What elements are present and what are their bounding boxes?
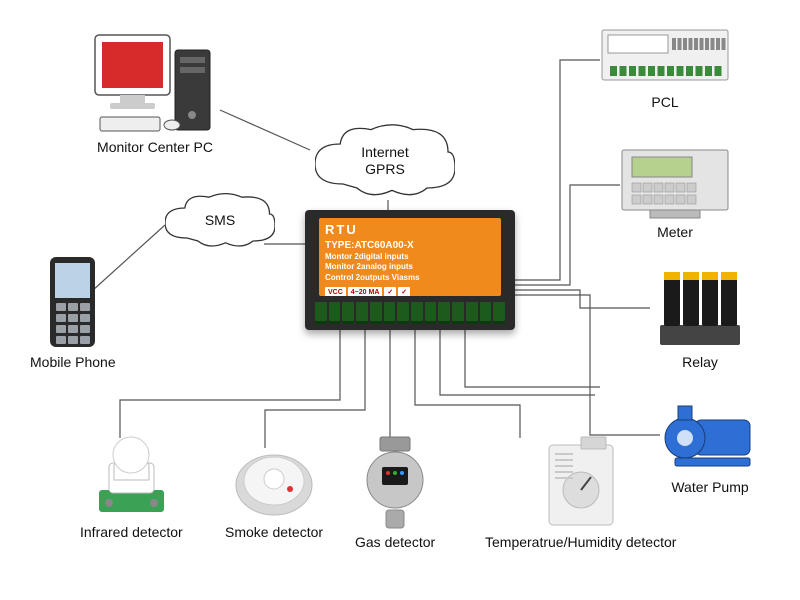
- meter-icon: [620, 145, 730, 220]
- relay-icon: [650, 270, 750, 350]
- label-meter: Meter: [657, 224, 693, 240]
- device-infrared-detector: Infrared detector: [80, 435, 183, 540]
- plc-icon: [600, 20, 730, 90]
- rtu-title: RTU: [325, 222, 495, 239]
- label-temp: Temperatrue/Humidity detector: [485, 534, 676, 550]
- rtu-device: RTU TYPE:ATC60A00-X Montor 2digital inpu…: [305, 210, 515, 330]
- label-phone: Mobile Phone: [30, 354, 116, 370]
- label-relay: Relay: [682, 354, 718, 370]
- rtu-legend: VCC 4~20 MA ✓ ✓: [325, 287, 495, 296]
- rtu-ports: [315, 302, 505, 324]
- label-pc: Monitor Center PC: [97, 139, 213, 155]
- device-mobile-phone: Mobile Phone: [30, 255, 116, 370]
- rtu-type-line: TYPE:ATC60A00-X: [325, 239, 495, 252]
- rtu-line-2: Monitor 2analog inputs: [325, 262, 495, 272]
- rtu-legend-ma: 4~20 MA: [348, 287, 383, 296]
- device-temp-humidity-detector: Temperatrue/Humidity detector: [485, 435, 676, 550]
- mobile-phone-icon: [45, 255, 100, 350]
- rtu-line-3: Control 2outputs Viasms: [325, 273, 495, 283]
- device-gas-detector: Gas detector: [355, 435, 435, 550]
- gas-detector-icon: [358, 435, 433, 530]
- cloud-sms: SMS: [165, 190, 275, 250]
- rtu-case: RTU TYPE:ATC60A00-X Montor 2digital inpu…: [305, 210, 515, 330]
- label-gas: Gas detector: [355, 534, 435, 550]
- rtu-line-1: Montor 2digital inputs: [325, 252, 495, 262]
- temperature-humidity-detector-icon: [541, 435, 621, 530]
- device-relay: Relay: [650, 270, 750, 370]
- device-smoke-detector: Smoke detector: [225, 445, 323, 540]
- cloud-internet-text-2: GPRS: [365, 161, 405, 177]
- rtu-legend-check2: ✓: [398, 287, 410, 296]
- label-pcl: PCL: [651, 94, 678, 110]
- rtu-legend-check1: ✓: [384, 287, 396, 296]
- device-pcl: PCL: [600, 20, 730, 110]
- rtu-legend-vcc: VCC: [325, 287, 346, 296]
- label-ir: Infrared detector: [80, 524, 183, 540]
- cloud-internet-text-1: Internet: [361, 144, 408, 160]
- smoke-detector-icon: [232, 445, 317, 520]
- label-pump: Water Pump: [671, 479, 748, 495]
- pc-icon: [90, 25, 220, 135]
- device-monitor-center-pc: Monitor Center PC: [90, 25, 220, 155]
- cloud-internet-gprs: Internet GPRS: [315, 120, 455, 200]
- cloud-sms-text: SMS: [205, 212, 235, 228]
- label-smoke: Smoke detector: [225, 524, 323, 540]
- rtu-plate: RTU TYPE:ATC60A00-X Montor 2digital inpu…: [319, 218, 501, 296]
- infrared-detector-icon: [89, 435, 174, 520]
- device-meter: Meter: [620, 145, 730, 240]
